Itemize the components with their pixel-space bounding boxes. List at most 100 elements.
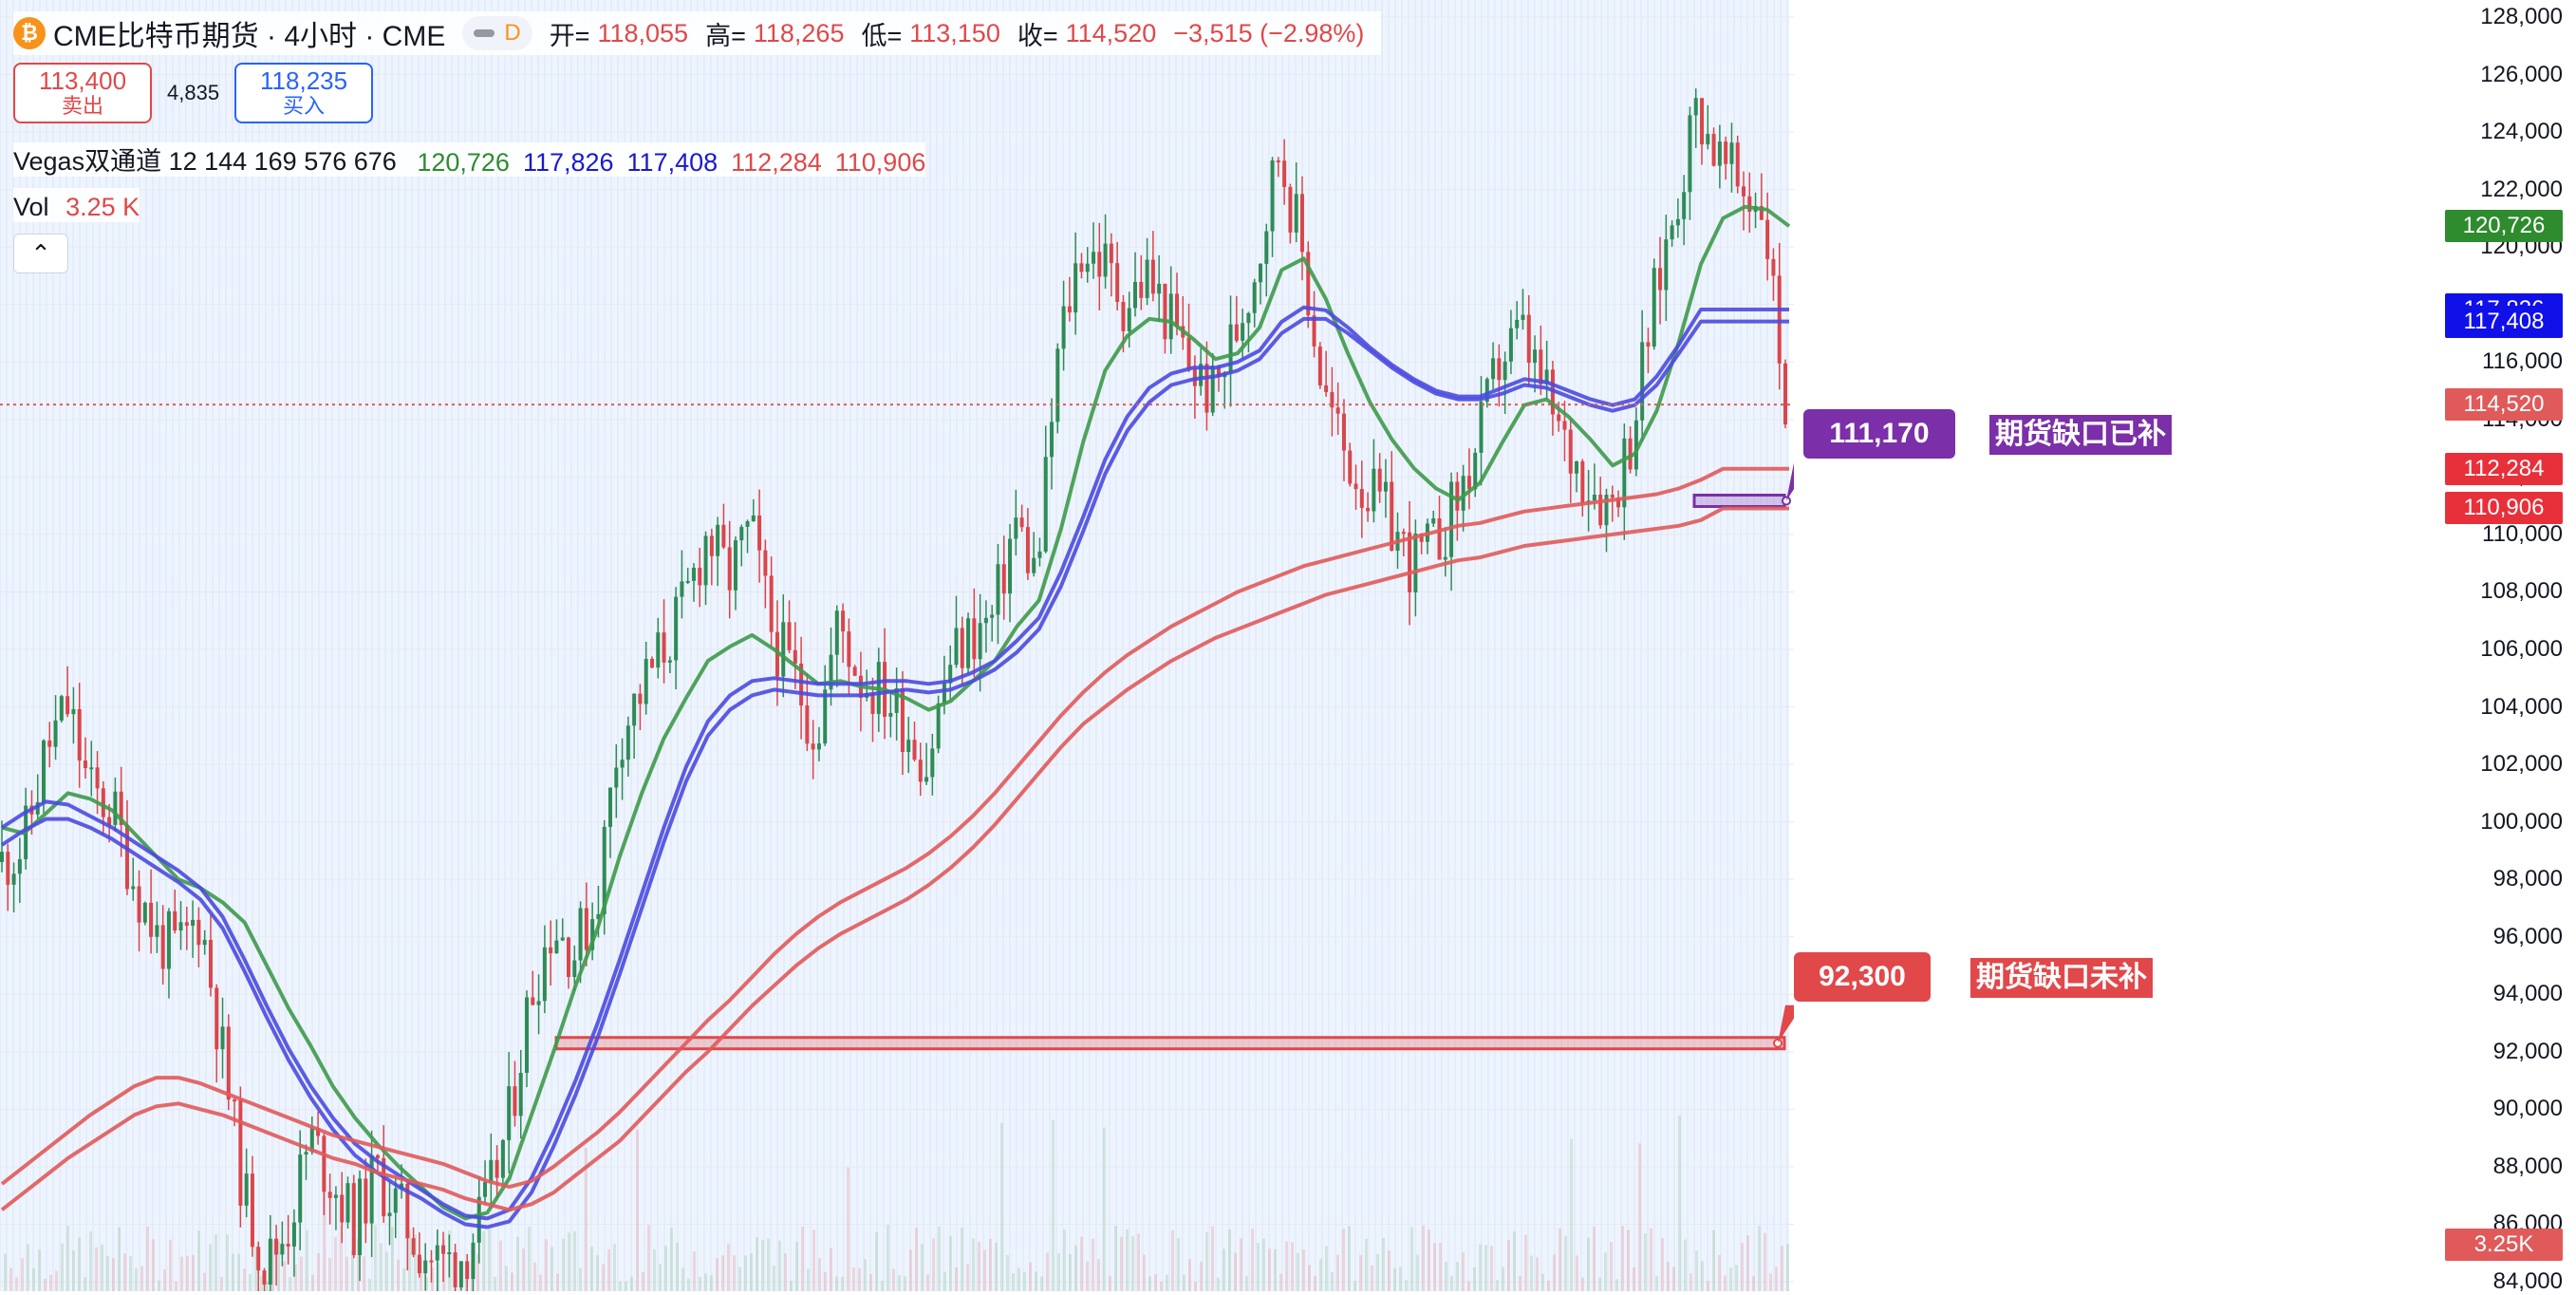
volume-bar — [226, 1234, 229, 1291]
candle-body — [632, 693, 637, 726]
candle-body — [554, 940, 559, 954]
ohlc-low-label: 低= — [861, 21, 903, 50]
volume-bar — [482, 1230, 485, 1291]
volume-bar — [1319, 1258, 1322, 1291]
candle-body — [1025, 527, 1030, 573]
candle-body — [142, 902, 147, 923]
volume-bar — [123, 1253, 126, 1291]
candle-body — [531, 997, 535, 1005]
volume-bar — [420, 1257, 422, 1291]
volume-bar — [807, 1268, 810, 1291]
volume-bar — [129, 1255, 132, 1291]
volume-bar — [1183, 1274, 1185, 1291]
volume-bar — [266, 1281, 269, 1291]
candle-body — [1658, 268, 1663, 291]
volume-bar — [1684, 1239, 1687, 1291]
candle-body — [411, 1238, 416, 1255]
volume-bar — [1353, 1281, 1356, 1291]
unfilled-gap-price-callout[interactable]: 92,300 — [1794, 951, 1931, 1002]
candle-body — [888, 712, 893, 717]
volume-bar — [1268, 1248, 1271, 1291]
candle-body — [698, 567, 702, 586]
candle-body — [1419, 533, 1424, 542]
candle-body — [1306, 252, 1311, 316]
sell-button[interactable]: 113,400 卖出 — [13, 63, 152, 123]
price-tag-label[interactable]: 110,906 — [2445, 492, 2563, 525]
candle-body — [1771, 258, 1776, 276]
candle-body — [816, 743, 821, 750]
candle-body — [518, 1072, 523, 1117]
volume-indicator-legend[interactable]: Vol 3.25 K — [13, 188, 140, 222]
filled-gap-zone — [1692, 493, 1786, 508]
volume-bar — [659, 1264, 662, 1291]
volume-bar — [511, 1272, 513, 1291]
candle-body — [1622, 438, 1627, 508]
candle-body — [590, 919, 595, 950]
volume-bar — [1598, 1277, 1601, 1291]
candle-body — [1032, 557, 1036, 573]
price-tag-label[interactable]: 120,726 — [2445, 210, 2563, 243]
candle-body — [1372, 468, 1376, 512]
vegas-indicator-legend[interactable]: Vegas双通道 12 144 169 576 676 120,726 117,8… — [13, 142, 926, 177]
candle-body — [35, 802, 40, 815]
volume-bar — [1541, 1273, 1544, 1291]
candle-body — [215, 987, 219, 1050]
volume-indicator-name: Vol — [13, 192, 49, 221]
candle-body — [1037, 551, 1042, 558]
candle-body — [1521, 314, 1525, 320]
price-axis[interactable]: 128,000126,000124,000122,000120,000118,0… — [1794, 0, 2576, 1294]
candle-body — [602, 826, 607, 914]
volume-bar — [414, 1234, 417, 1291]
price-tag-label[interactable]: 112,284 — [2445, 452, 2563, 485]
candle-body — [930, 748, 935, 778]
candle-body — [83, 760, 87, 769]
candle-body — [1067, 306, 1072, 313]
volume-bar — [1547, 1280, 1550, 1291]
volume-bar — [402, 1268, 405, 1291]
candle-body — [417, 1254, 421, 1274]
volume-bar — [1137, 1233, 1140, 1291]
candle-body — [1312, 315, 1316, 347]
candle-body — [298, 1154, 303, 1223]
volume-bar — [294, 1264, 297, 1291]
candle-body — [1377, 468, 1382, 492]
volume-bar — [232, 1253, 234, 1291]
collapse-legend-button[interactable]: ⌃ — [13, 234, 68, 273]
volume-bar — [1724, 1275, 1727, 1291]
volume-bar — [1428, 1229, 1430, 1291]
price-tag-label[interactable]: 3.25K — [2445, 1228, 2563, 1261]
volume-bar — [357, 1238, 360, 1291]
symbol-title[interactable]: CME比特币期货 · 4小时 · CME — [53, 21, 446, 52]
toggle-label: D — [504, 20, 521, 46]
candle-body — [1455, 481, 1460, 511]
bitcoin-icon: ₿ — [13, 17, 46, 49]
chevron-up-icon: ⌃ — [30, 239, 51, 268]
volume-bar — [778, 1240, 781, 1291]
volume-bar — [146, 1226, 149, 1291]
volume-bar — [135, 1267, 138, 1291]
filled-gap-price-callout[interactable]: 111,170 — [1803, 409, 1955, 460]
price-tag-label[interactable]: 117,408 — [2445, 305, 2563, 338]
candle-body — [489, 1159, 494, 1183]
candle-body — [924, 777, 929, 782]
axis-tick-label: 92,000 — [2492, 1038, 2563, 1064]
volume-bar — [790, 1280, 793, 1291]
candle-body — [233, 1099, 237, 1102]
session-toggle[interactable]: D — [462, 16, 532, 50]
candlestick-plot[interactable] — [0, 0, 1794, 1291]
candle-body — [1711, 134, 1716, 166]
volume-bar — [1655, 1275, 1658, 1291]
price-chart-area[interactable] — [0, 0, 1794, 1291]
price-tag-label[interactable]: 114,520 — [2445, 388, 2563, 422]
volume-bar — [955, 1267, 958, 1291]
candle-body — [680, 581, 684, 597]
volume-bar — [801, 1227, 804, 1291]
candle-body — [1461, 476, 1465, 511]
volume-bar — [767, 1238, 770, 1291]
candle-body — [787, 622, 792, 650]
candle-body — [1115, 263, 1120, 302]
candle-body — [1515, 319, 1520, 328]
candle-body — [1163, 283, 1167, 340]
buy-button[interactable]: 118,235 买入 — [234, 63, 374, 123]
volume-bar — [9, 1267, 12, 1291]
